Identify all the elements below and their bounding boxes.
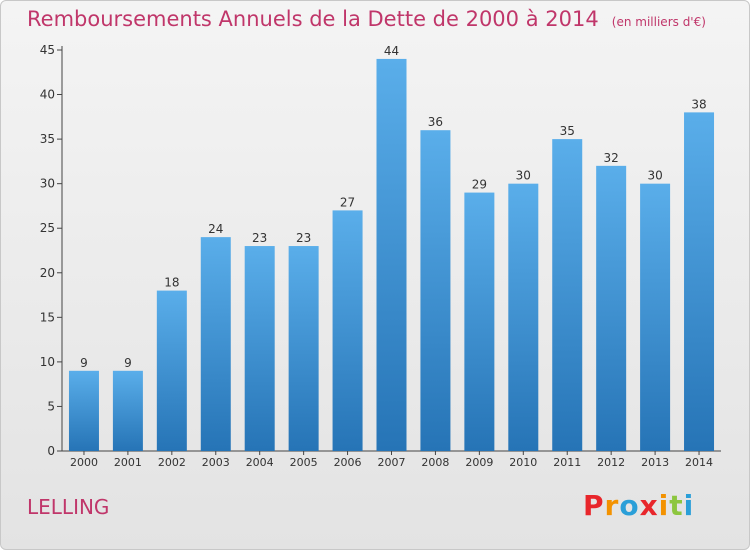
x-tick-label: 2000 [70, 456, 98, 469]
bar-2011 [552, 139, 583, 451]
bar-2004 [244, 246, 275, 451]
data-label: 44 [384, 44, 399, 58]
y-tick-label: 35 [40, 132, 55, 146]
x-tick-label: 2009 [465, 456, 493, 469]
chart-axes: 0 5 10 15 20 25 30 35 40 45 [40, 43, 721, 458]
x-tick-label: 2013 [641, 456, 669, 469]
x-tick-label: 2012 [597, 456, 625, 469]
data-label: 38 [691, 97, 706, 111]
logo-letter: x [639, 489, 659, 522]
chart-labels: 2000 9 2001 9 2002 18 2003 24 2004 23 2005 23 2006 27… [70, 44, 713, 469]
logo-letter: r [604, 489, 620, 522]
y-tick-label: 15 [40, 310, 55, 324]
chart-bars [68, 58, 715, 452]
x-tick-label: 2011 [553, 456, 581, 469]
y-tick-label: 25 [40, 221, 55, 235]
logo-letter: P [583, 489, 605, 522]
bar-2002 [156, 290, 187, 451]
x-tick-label: 2008 [421, 456, 449, 469]
y-tick-label: 30 [40, 177, 55, 191]
logo-letter: i [683, 489, 695, 522]
logo-letter: o [619, 489, 640, 522]
y-tick-label: 45 [40, 43, 55, 57]
logo-letter: i [658, 489, 670, 522]
x-tick-label: 2010 [509, 456, 537, 469]
data-label: 35 [560, 124, 575, 138]
bar-2009 [464, 192, 495, 452]
bar-2008 [420, 130, 451, 451]
x-tick-label: 2001 [114, 456, 142, 469]
data-label: 23 [296, 231, 311, 245]
chart-title-block: Remboursements Annuels de la Dette de 20… [27, 7, 706, 31]
data-label: 29 [472, 178, 487, 192]
data-label: 27 [340, 195, 355, 209]
bar-2012 [596, 165, 627, 451]
data-label: 18 [164, 276, 179, 290]
x-tick-label: 2014 [685, 456, 713, 469]
y-tick-label: 20 [40, 266, 55, 280]
data-label: 9 [80, 356, 88, 370]
bar-2013 [640, 183, 671, 451]
x-tick-label: 2004 [246, 456, 274, 469]
y-tick-label: 5 [47, 399, 55, 413]
town-name: LELLING [27, 495, 110, 519]
data-label: 30 [516, 169, 531, 183]
data-label: 32 [604, 151, 619, 165]
x-tick-label: 2002 [158, 456, 186, 469]
bar-2007 [376, 58, 407, 452]
x-tick-label: 2005 [290, 456, 318, 469]
x-tick-label: 2003 [202, 456, 230, 469]
data-label: 24 [208, 222, 223, 236]
data-label: 36 [428, 115, 443, 129]
bar-2001 [112, 370, 143, 451]
y-tick-label: 0 [47, 444, 55, 458]
logo-letter: t [669, 489, 684, 522]
chart-unit: (en milliers d'€) [611, 15, 706, 29]
bar-2003 [200, 237, 231, 451]
x-tick-label: 2006 [334, 456, 362, 469]
y-tick-label: 40 [40, 88, 55, 102]
bar-2006 [332, 210, 363, 451]
bar-2010 [508, 183, 539, 451]
chart-title: Remboursements Annuels de la Dette de 20… [27, 7, 599, 31]
data-label: 9 [124, 356, 132, 370]
data-label: 23 [252, 231, 267, 245]
y-tick-label: 10 [40, 355, 55, 369]
bar-2014 [684, 112, 715, 451]
x-tick-label: 2007 [378, 456, 406, 469]
bar-2000 [68, 370, 99, 451]
bar-2005 [288, 246, 319, 451]
data-label: 30 [647, 169, 662, 183]
proxiti-logo[interactable]: Proxiti [583, 489, 694, 522]
